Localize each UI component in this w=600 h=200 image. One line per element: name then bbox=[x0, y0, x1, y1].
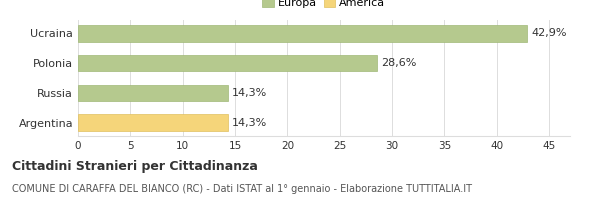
Bar bbox=[78, 55, 377, 71]
Text: 28,6%: 28,6% bbox=[382, 58, 417, 68]
Text: COMUNE DI CARAFFA DEL BIANCO (RC) - Dati ISTAT al 1° gennaio - Elaborazione TUTT: COMUNE DI CARAFFA DEL BIANCO (RC) - Dati… bbox=[12, 184, 472, 194]
Text: 42,9%: 42,9% bbox=[531, 28, 567, 38]
Text: 14,3%: 14,3% bbox=[232, 118, 267, 128]
Text: 14,3%: 14,3% bbox=[232, 88, 267, 98]
Bar bbox=[78, 25, 527, 42]
Text: Cittadini Stranieri per Cittadinanza: Cittadini Stranieri per Cittadinanza bbox=[12, 160, 258, 173]
Bar bbox=[78, 85, 227, 101]
Legend: Europa, America: Europa, America bbox=[258, 0, 390, 13]
Bar bbox=[78, 114, 227, 131]
